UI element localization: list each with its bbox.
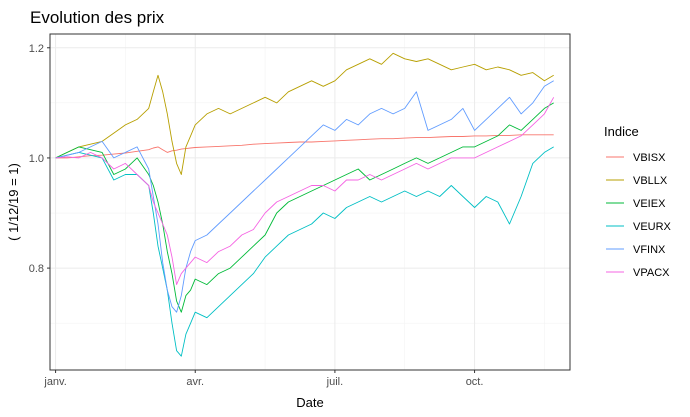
legend-item-vbisx: VBISX bbox=[606, 152, 666, 164]
x-axis-title: Date bbox=[296, 395, 323, 410]
legend-items: VBISX VBLLX VEIEX VEURX VFINX VPACX bbox=[606, 152, 672, 279]
legend-label: VPACX bbox=[633, 267, 670, 279]
legend-item-vpacx: VPACX bbox=[606, 267, 670, 279]
legend-item-veiex: VEIEX bbox=[606, 198, 666, 210]
legend-item-veurx: VEURX bbox=[606, 221, 672, 233]
x-tick-label: avr. bbox=[186, 376, 204, 388]
legend-label: VBLLX bbox=[633, 175, 668, 187]
y-axis-title: ( 1/12/19 = 1) bbox=[6, 163, 21, 241]
series-lines bbox=[55, 52, 555, 357]
plot-panel bbox=[50, 34, 570, 370]
y-tick-label: 1.2 bbox=[29, 43, 44, 55]
x-axis-ticks: janv. avr. juil. oct. bbox=[43, 370, 483, 388]
series-line-vfinx bbox=[55, 80, 554, 313]
legend-item-vbllx: VBLLX bbox=[606, 175, 668, 187]
x-tick-label: juil. bbox=[326, 376, 344, 388]
legend-item-vfinx: VFINX bbox=[606, 244, 666, 256]
series-line-veurx bbox=[55, 146, 554, 357]
x-tick-label: oct. bbox=[466, 376, 484, 388]
series-line-vpacx bbox=[55, 97, 555, 286]
y-tick-label: 0.8 bbox=[29, 263, 44, 275]
legend-label: VBISX bbox=[633, 152, 666, 164]
plot-border bbox=[49, 33, 571, 371]
series-line-veiex bbox=[55, 102, 554, 313]
grid-lines bbox=[50, 34, 570, 370]
series-line-vbllx bbox=[55, 52, 554, 175]
y-axis-ticks: 0.8 1.0 1.2 bbox=[29, 43, 50, 275]
legend-label: VFINX bbox=[633, 244, 666, 256]
series-line-vbisx bbox=[55, 134, 554, 159]
y-tick-label: 1.0 bbox=[29, 153, 44, 165]
legend-title: Indice bbox=[604, 124, 639, 139]
legend-label: VEIEX bbox=[633, 198, 666, 210]
legend-label: VEURX bbox=[633, 221, 672, 233]
legend: Indice VBISX VBLLX VEIEX VEURX VFINX VPACX bbox=[604, 124, 672, 279]
chart-title: Evolution des prix bbox=[30, 8, 165, 27]
x-tick-label: janv. bbox=[43, 376, 66, 388]
